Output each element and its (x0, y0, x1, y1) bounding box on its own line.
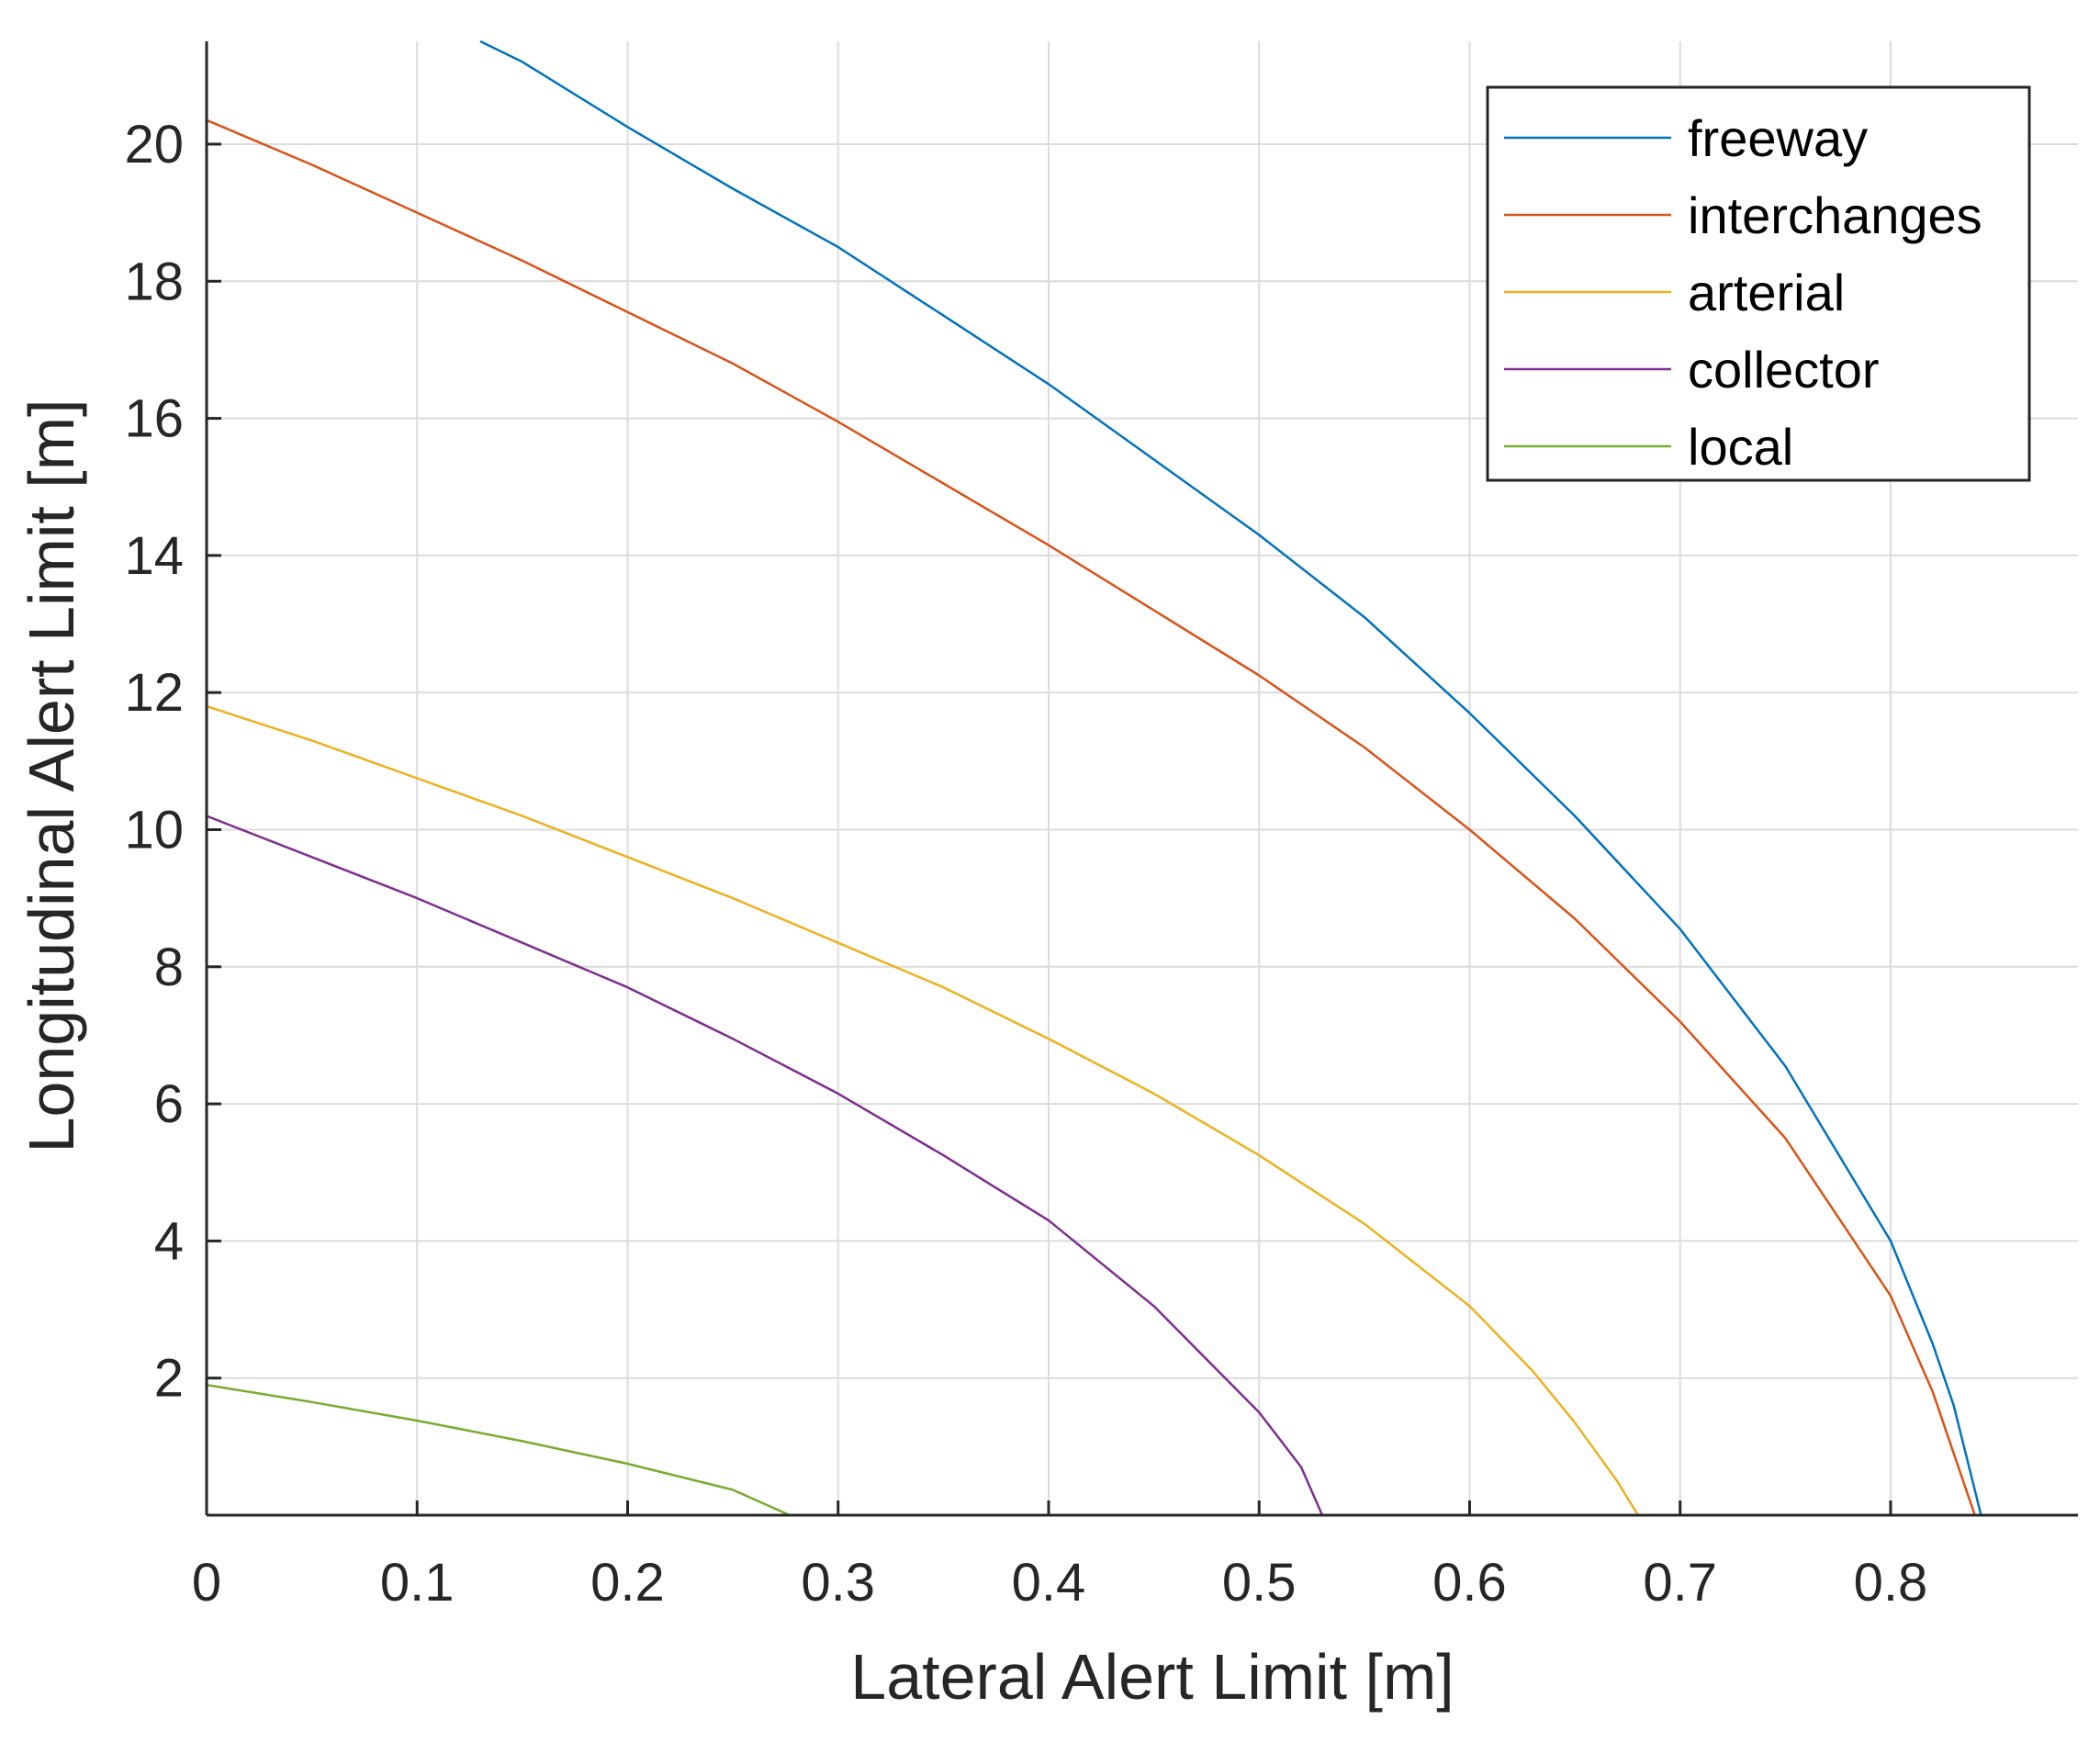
x-tick-label: 0 (192, 1553, 221, 1613)
x-tick-label: 0.5 (1222, 1553, 1297, 1613)
series-line-local (206, 1383, 791, 1517)
y-tick-label: 14 (124, 526, 184, 586)
axes (205, 41, 2078, 1517)
legend-label-collector: collector (1688, 341, 1880, 399)
y-tick-label: 18 (124, 252, 184, 311)
y-axis-title: Longitudinal Alert Limit [m] (16, 399, 87, 1153)
x-tick-label: 0.4 (1012, 1553, 1086, 1613)
series-lines (206, 39, 1982, 1517)
legend-label-interchanges: interchanges (1688, 186, 1982, 244)
legend-label-local: local (1688, 418, 1793, 476)
series-line-freeway (479, 39, 1982, 1516)
y-tick-label: 6 (154, 1074, 184, 1134)
x-tick-label: 0.1 (380, 1553, 455, 1613)
legend-label-freeway: freeway (1688, 109, 1868, 167)
series-line-collector (206, 815, 1324, 1516)
x-axis-title: Lateral Alert Limit [m] (850, 1641, 1454, 1713)
legend-box (1486, 85, 2031, 482)
x-tick-label: 0.6 (1432, 1553, 1507, 1613)
series-line-interchanges (206, 118, 1976, 1516)
y-tick-label: 16 (124, 389, 184, 449)
y-tick-label: 4 (154, 1211, 184, 1271)
x-tick-labels: 0 0.1 0.2 0.3 0.4 0.5 0.6 0.7 0.8 (192, 1553, 1927, 1613)
y-tick-label: 2 (154, 1349, 184, 1409)
x-tick-label: 0.2 (590, 1553, 665, 1613)
legend: freeway interchanges arterial collector loca… (1486, 85, 2031, 482)
y-tick-label: 10 (124, 800, 184, 860)
x-tick-label: 0.8 (1854, 1553, 1928, 1613)
series-line-arterial (206, 704, 1639, 1516)
y-tick-label: 20 (124, 115, 184, 174)
y-tick-label: 8 (154, 938, 184, 997)
y-tick-labels: 2 4 6 8 10 12 14 16 18 20 (124, 115, 184, 1409)
legend-label-arterial: arterial (1688, 264, 1845, 321)
x-tick-label: 0.7 (1643, 1553, 1717, 1613)
y-tick-label: 12 (124, 663, 184, 723)
x-tick-label: 0.3 (801, 1553, 875, 1613)
